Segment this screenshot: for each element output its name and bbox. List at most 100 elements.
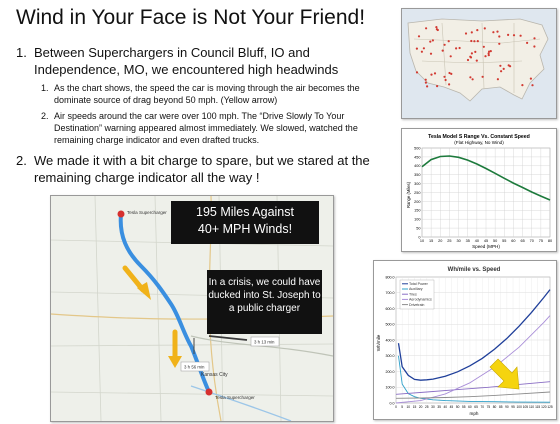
wh-xtick-label: 0 <box>395 405 397 409</box>
wh-xtick-label: 85 <box>499 405 503 409</box>
bullet-number: 2. <box>16 153 27 168</box>
supercharger-marker-icon <box>499 64 502 67</box>
supercharger-marker-icon <box>444 78 447 82</box>
range-xtick-label: 30 <box>456 239 460 243</box>
wh-xtick-label: 40 <box>444 405 448 409</box>
supercharger-marker-icon <box>441 49 444 52</box>
wh-xtick-label: 25 <box>425 405 429 409</box>
wh-xtick-label: 35 <box>437 405 441 409</box>
wh-chart-xlabel: mph <box>470 411 479 416</box>
supercharger-marker-icon <box>426 85 429 88</box>
supercharger-marker-icon <box>519 34 522 37</box>
wh-xtick-label: 50 <box>456 405 460 409</box>
supercharger-marker-icon <box>447 40 450 43</box>
supercharger-marker-icon <box>470 52 473 55</box>
supercharger-marker-icon <box>476 29 479 32</box>
supercharger-marker-icon <box>500 70 503 73</box>
supercharger-marker-icon <box>483 27 486 30</box>
wh-series-line <box>395 381 551 395</box>
supercharger-marker-icon <box>458 46 461 50</box>
supercharger-marker-icon <box>489 50 492 53</box>
wh-xtick-label: 115 <box>535 405 540 409</box>
subbullet-text: As the chart shows, the speed the car is… <box>54 83 360 105</box>
supercharger-marker-icon <box>487 52 490 55</box>
wh-xtick-label: 55 <box>462 405 466 409</box>
time-badge-2: 3 h 13 min <box>254 340 275 345</box>
supercharger-marker-icon <box>507 64 510 67</box>
supercharger-marker-icon <box>424 78 427 81</box>
supercharger-marker-icon <box>420 50 423 53</box>
range-chart-xlabel: Speed (MPH) <box>472 244 500 249</box>
range-xtick-label: 45 <box>484 239 488 243</box>
range-ytick-label: 500 <box>414 146 420 150</box>
wh-legend-label: Tires <box>409 292 417 296</box>
range-xtick-label: 60 <box>511 239 515 243</box>
supercharger-marker-icon <box>464 32 468 35</box>
supercharger-marker-icon <box>487 54 490 57</box>
supercharger-marker-icon <box>455 47 458 50</box>
wh-ytick-label: 200.0 <box>386 370 395 374</box>
supercharger-marker-icon <box>488 50 491 53</box>
supercharger-marker-icon <box>469 55 472 58</box>
wh-xtick-label: 60 <box>468 405 472 409</box>
supercharger-marker-icon <box>481 75 484 78</box>
range-ytick-label: 50 <box>416 227 420 231</box>
supercharger-marker-icon <box>473 40 476 43</box>
wh-chart-title: Wh/mile vs. Speed <box>448 267 501 273</box>
supercharger-marker-icon <box>533 45 536 48</box>
wh-xtick-label: 105 <box>523 405 529 409</box>
supercharger-marker-icon <box>482 45 485 48</box>
wh-ytick-label: 300.0 <box>386 354 395 358</box>
us-supercharger-map <box>401 8 557 119</box>
supercharger-marker-icon <box>433 72 437 75</box>
supercharger-marker-icon <box>496 78 499 81</box>
bullet-number: 1. <box>16 45 27 60</box>
supercharger-marker-icon <box>417 35 421 38</box>
wh-xtick-label: 70 <box>480 405 484 409</box>
bullet-text: We made it with a bit charge to spare, b… <box>34 153 370 185</box>
range-xtick-label: 80 <box>548 239 552 243</box>
range-ytick-label: 400 <box>414 164 420 168</box>
wh-xtick-label: 45 <box>450 405 454 409</box>
wh-ytick-label: 700.0 <box>386 291 395 295</box>
wh-xtick-label: 120 <box>541 405 547 409</box>
range-ytick-label: 300 <box>414 182 420 186</box>
wh-ytick-label: 600.0 <box>386 307 395 311</box>
range-xtick-label: 15 <box>429 239 433 243</box>
supercharger-marker-icon <box>443 75 446 78</box>
range-xtick-label: 65 <box>520 239 524 243</box>
supercharger-marker-icon <box>429 40 432 43</box>
wind-arrow-head-icon <box>137 282 151 300</box>
supercharger-marker-icon <box>476 40 479 43</box>
range-series-line <box>421 155 551 201</box>
supercharger-marker-icon <box>475 59 478 62</box>
range-ytick-label: 450 <box>414 155 420 159</box>
range-xtick-label: 70 <box>530 239 534 243</box>
supercharger-marker-icon <box>425 27 428 30</box>
supercharger-marker-icon <box>533 37 536 40</box>
crisis-callout: In a crisis, we could have ducked into S… <box>207 270 322 334</box>
wh-xtick-label: 95 <box>511 405 515 409</box>
supercharger-marker-icon <box>448 71 451 75</box>
wh-xtick-label: 110 <box>529 405 534 409</box>
range-xtick-label: 35 <box>466 239 470 243</box>
supercharger-marker-icon <box>470 39 473 43</box>
wh-xtick-label: 20 <box>419 405 423 409</box>
wh-xtick-label: 5 <box>401 405 403 409</box>
range-xtick-label: 20 <box>438 239 442 243</box>
supercharger-marker-icon <box>449 55 452 58</box>
supercharger-marker-icon <box>471 78 474 81</box>
wh-xtick-label: 10 <box>407 405 411 409</box>
supercharger-marker-icon <box>470 31 473 34</box>
range-chart-ylabel: Range (Miles) <box>406 181 411 208</box>
subbullet-number: 1. <box>41 83 49 93</box>
supercharger-marker-icon <box>466 58 470 62</box>
end-label: Tesla Supercharger <box>215 395 255 400</box>
supercharger-marker-icon <box>431 39 434 42</box>
wh-legend-label: Total Power <box>409 282 429 286</box>
supercharger-marker-icon <box>429 52 433 55</box>
us-map-graphic <box>402 9 556 118</box>
range-xtick-label: 10 <box>420 239 424 243</box>
miles-callout: 195 Miles Against 40+ MPH Winds! <box>171 201 319 244</box>
wh-legend-label: Auxiliary <box>409 287 423 291</box>
